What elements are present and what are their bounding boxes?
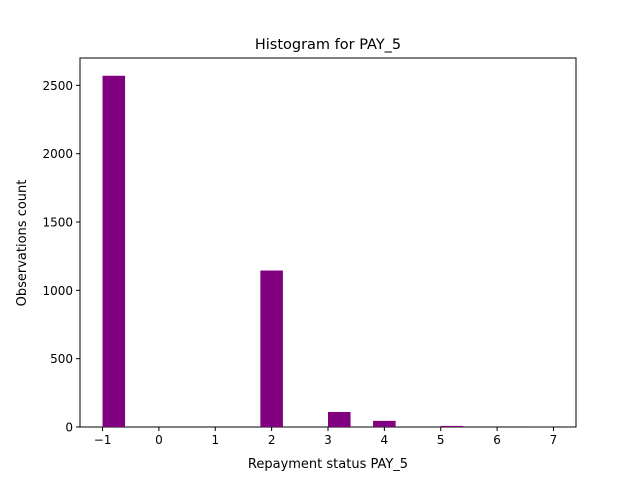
x-tick-label: −1: [94, 433, 112, 447]
y-tick-label: 1500: [42, 216, 73, 230]
histogram-bar: [103, 76, 126, 427]
histogram-bar: [441, 426, 464, 427]
x-axis: −1 0 1 2 3 4 5 6 7: [94, 427, 558, 447]
y-tick-label: 1000: [42, 284, 73, 298]
x-tick-label: 6: [493, 433, 501, 447]
x-tick-label: 0: [155, 433, 163, 447]
x-tick-label: 3: [324, 433, 332, 447]
y-tick-label: 2000: [42, 147, 73, 161]
chart-title: Histogram for PAY_5: [255, 37, 401, 53]
y-axis-label: Observations count: [15, 180, 30, 307]
histogram-bar: [328, 412, 351, 427]
x-tick-label: 2: [268, 433, 276, 447]
histogram-bar: [373, 421, 396, 427]
y-tick-label: 2500: [42, 79, 73, 93]
y-tick-label: 500: [50, 352, 73, 366]
bars-group: [103, 76, 554, 427]
y-axis: 0 500 1000 1500 2000 2500: [42, 79, 80, 435]
x-tick-label: 5: [437, 433, 445, 447]
x-tick-label: 7: [550, 433, 558, 447]
x-tick-label: 4: [381, 433, 389, 447]
x-tick-label: 1: [211, 433, 219, 447]
histogram-bar: [260, 271, 283, 427]
plot-area: [80, 58, 576, 427]
plot-frame: [80, 58, 576, 427]
x-axis-label: Repayment status PAY_5: [248, 457, 408, 472]
y-tick-label: 0: [65, 421, 73, 435]
